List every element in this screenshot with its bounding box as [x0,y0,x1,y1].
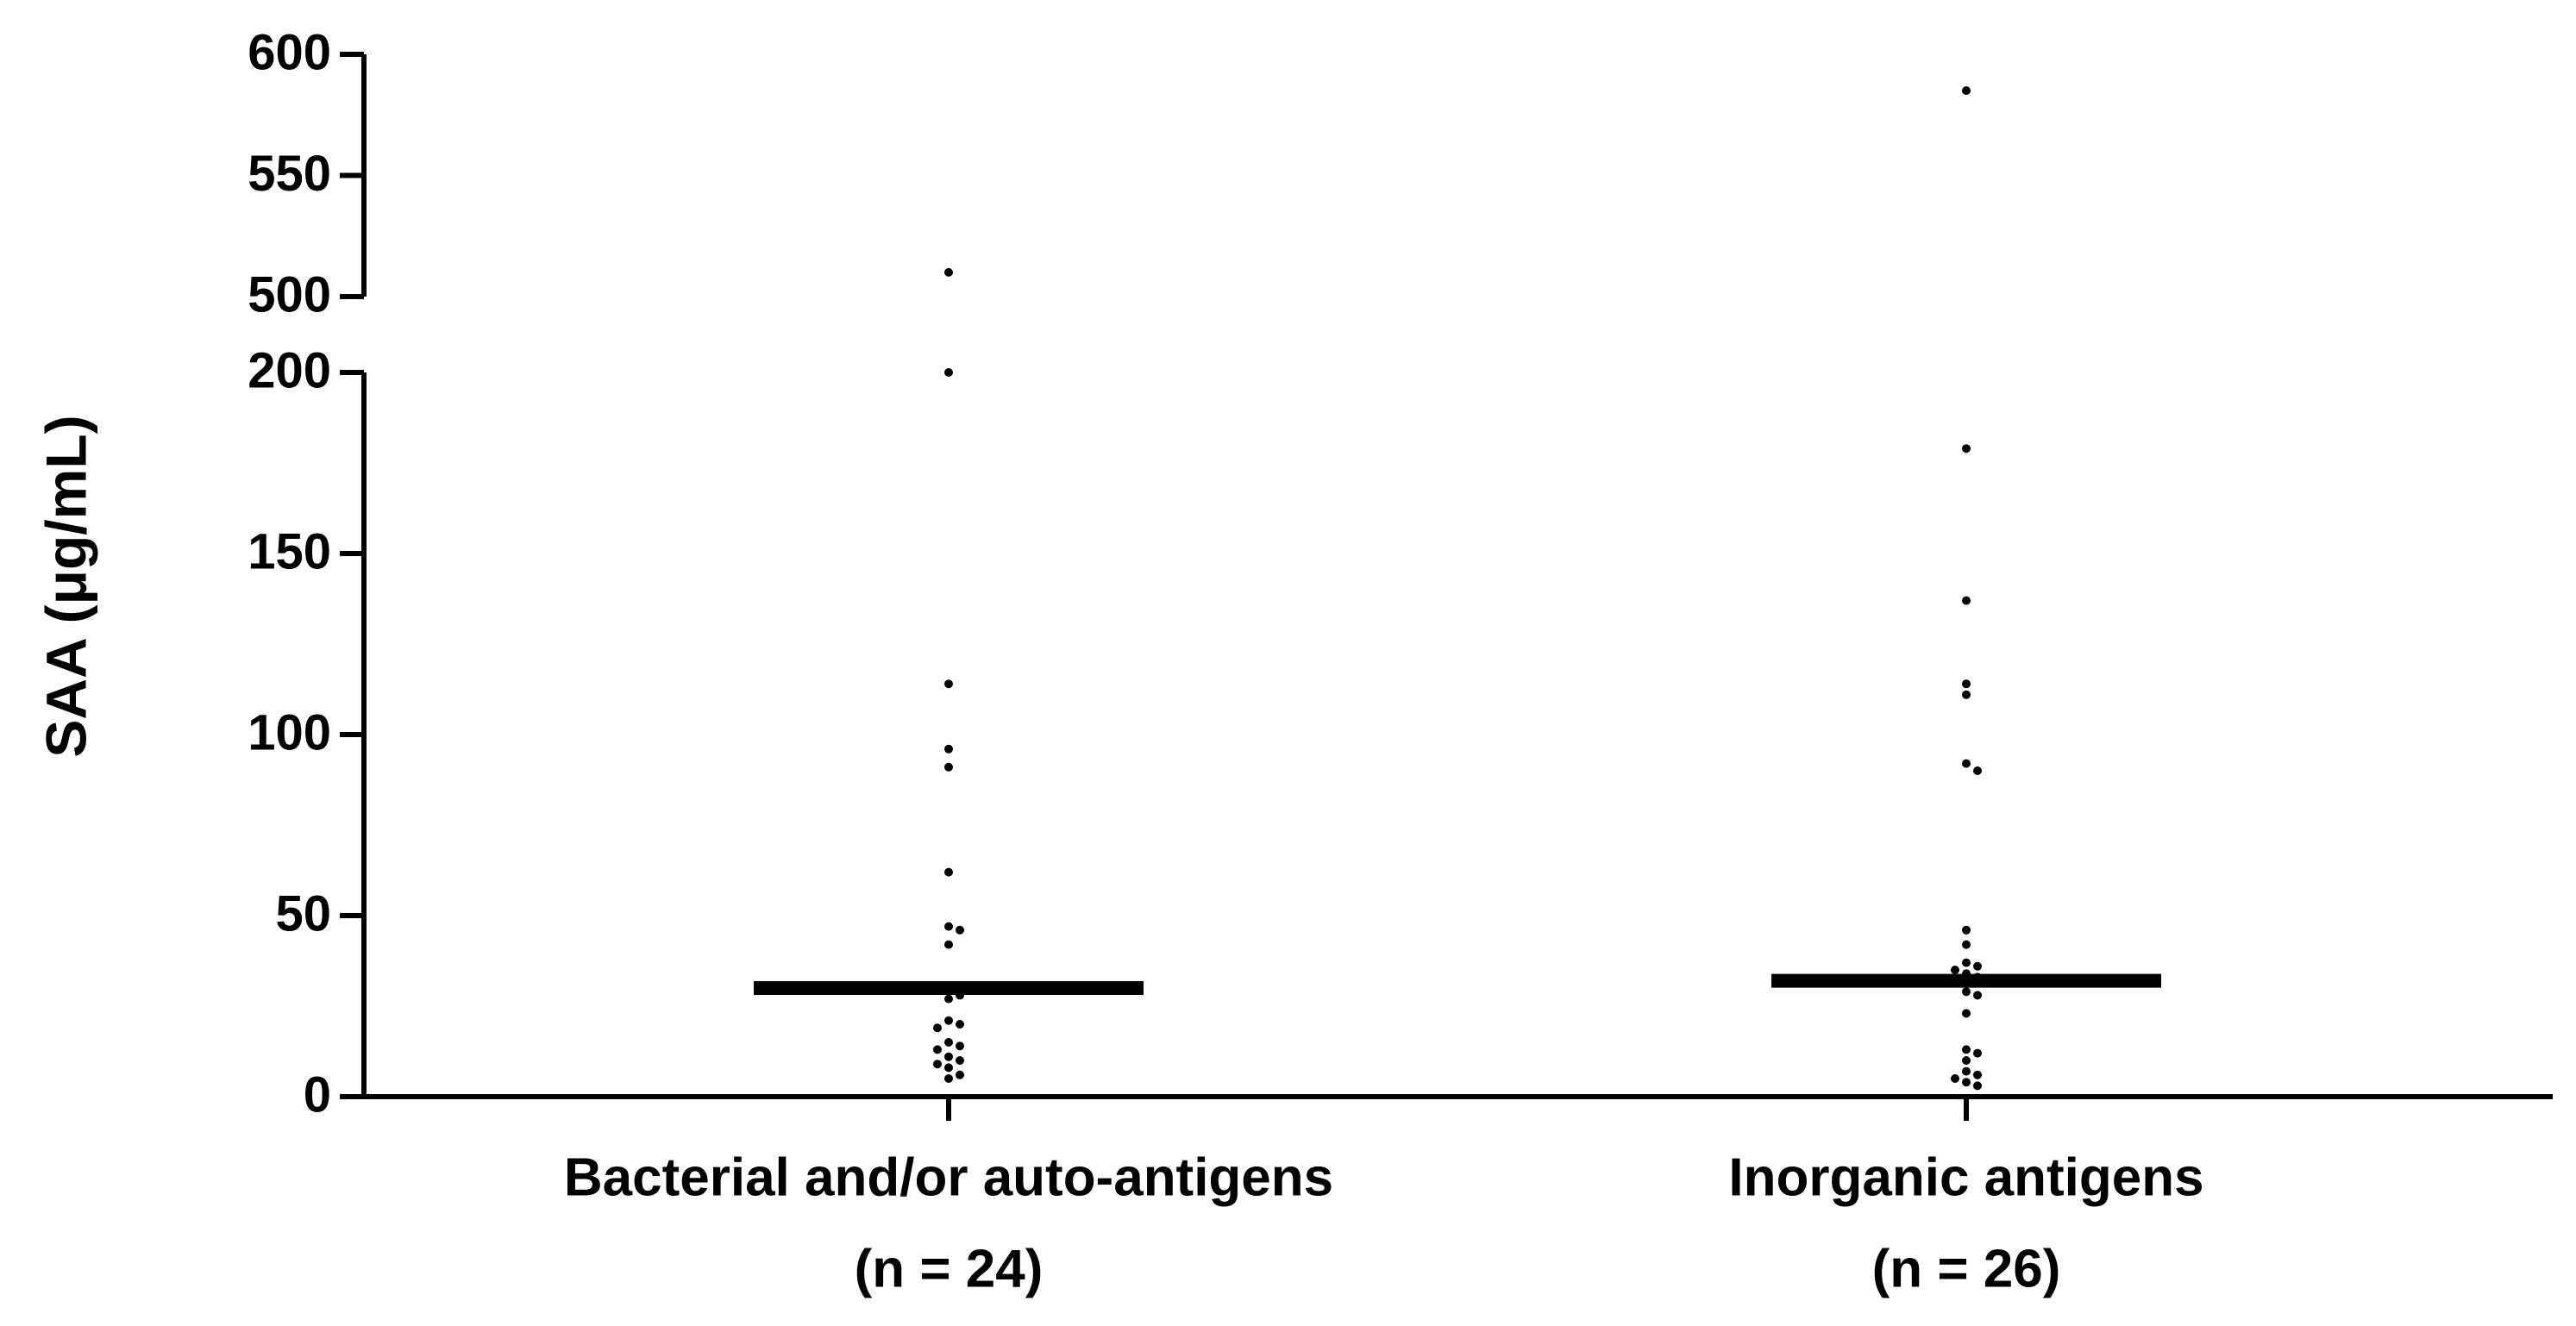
data-point [944,867,953,877]
data-point [956,925,964,935]
x-tick-label: Inorganic antigens [1728,1148,2203,1207]
y-tick-label: 0 [304,1066,331,1123]
data-point [944,744,953,754]
data-point [1962,1078,1971,1087]
data-point [944,940,953,949]
y-tick-label: 100 [248,704,331,760]
data-point [1973,961,1982,971]
x-tick-sublabel: (n = 26) [1872,1239,2061,1298]
y-tick-label: 50 [275,885,331,941]
data-point [944,368,953,377]
data-point [956,1041,964,1051]
y-tick-label: 550 [248,146,331,202]
data-point [1962,1066,1971,1076]
data-point [956,1056,964,1065]
data-point [1962,690,1971,699]
data-point [1962,1056,1971,1065]
data-point [1962,679,1971,689]
data-point [933,1023,942,1033]
data-point [1951,1074,1959,1083]
data-point [944,1052,953,1061]
data-point [944,1074,953,1083]
data-point [1951,966,1959,974]
y-tick-label: 500 [248,266,331,322]
data-point [1973,991,1982,1000]
data-point [1962,1009,1971,1018]
data-point [944,762,953,772]
data-point [1962,1045,1971,1054]
median-line [1771,973,2161,988]
data-point [1962,596,1971,605]
y-tick-label: 600 [248,24,331,80]
data-point [1962,958,1971,967]
data-point [944,1063,953,1073]
data-point [933,1045,942,1054]
x-tick-label: Bacterial and/or auto-antigens [564,1148,1333,1207]
data-point [1962,987,1971,997]
data-point [1973,1070,1982,1079]
data-point [933,1060,942,1069]
data-point [1962,759,1971,768]
data-point [1962,86,1971,96]
y-tick-label: 200 [248,342,331,398]
data-point [1973,1048,1982,1058]
data-point [944,1016,953,1025]
data-point [956,1020,964,1029]
data-point [956,1070,964,1079]
y-axis-label: SAA (μg/mL) [34,415,97,757]
data-point [1962,444,1971,453]
data-point [944,1038,953,1047]
median-line [754,981,1144,995]
data-point [1962,925,1971,935]
data-point [1962,940,1971,949]
data-point [944,922,953,931]
data-point [944,267,953,277]
data-point [944,679,953,689]
data-point [944,994,953,1004]
data-point [1973,766,1982,775]
x-tick-sublabel: (n = 24) [855,1239,1044,1298]
data-point [1973,1081,1982,1091]
y-tick-label: 150 [248,523,331,579]
